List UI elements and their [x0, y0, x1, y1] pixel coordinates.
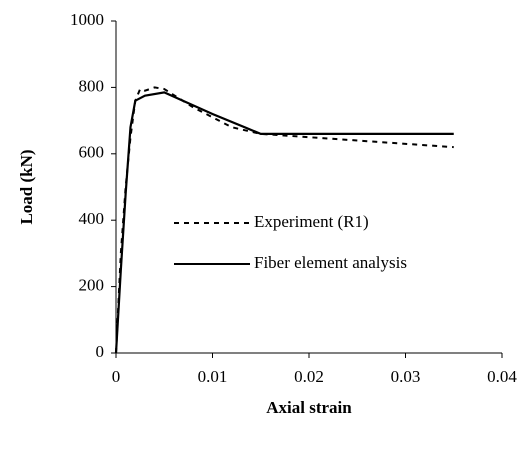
x-tick-label: 0.03: [391, 367, 421, 386]
y-tick-label: 1000: [70, 10, 104, 29]
y-tick-label: 400: [79, 209, 105, 228]
y-tick-label: 800: [79, 76, 105, 95]
legend-label: Fiber element analysis: [254, 253, 407, 272]
y-tick-label: 0: [96, 342, 105, 361]
x-tick-label: 0.01: [198, 367, 228, 386]
x-tick-label: 0: [112, 367, 121, 386]
y-tick-label: 600: [79, 143, 105, 162]
series-line: [114, 91, 454, 354]
x-axis-label: Axial strain: [266, 398, 352, 417]
x-tick-label: 0.04: [487, 367, 517, 386]
y-tick-label: 200: [79, 276, 105, 295]
legend-label: Experiment (R1): [254, 212, 369, 231]
x-tick-label: 0.02: [294, 367, 324, 386]
y-axis-label: Load (kN): [17, 149, 36, 224]
